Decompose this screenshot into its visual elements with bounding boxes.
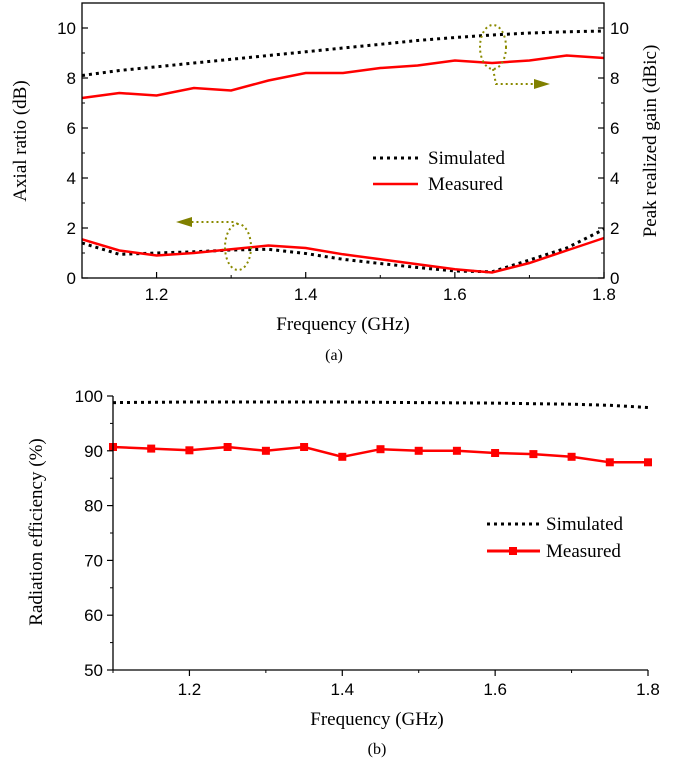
chart-a-plot-frame <box>81 2 605 279</box>
chart-a-left-y-axis-title: Axial ratio (dB) <box>10 80 31 201</box>
chart-a-x-tick-label: 1.6 <box>443 285 467 304</box>
chart-b-series-1-marker <box>605 458 614 467</box>
chart-b-tick-layer: 1.2 1.4 1.6 1.8 50 60 70 80 90 100 <box>75 387 660 699</box>
gain-axis-indicator-ellipse <box>479 24 507 70</box>
chart-a-x-tick-label: 1.4 <box>294 285 318 304</box>
chart-a-series-3-line <box>81 236 605 274</box>
chart-a-right-y-tick-label: 0 <box>610 269 619 288</box>
chart-b-series-1-marker <box>300 443 309 451</box>
chart-a-right-y-tick-label: 2 <box>610 219 619 238</box>
chart-a-left-y-tick-label: 10 <box>57 19 76 38</box>
chart-b-y-tick-label: 60 <box>84 606 103 625</box>
chart-a-x-tick-label: 1.8 <box>592 285 616 304</box>
chart-a-series-1-line <box>81 54 605 100</box>
ar-axis-indicator-arrow <box>192 221 239 225</box>
ar-axis-indicator-arrowhead <box>176 217 192 227</box>
gain-axis-indicator-arrow <box>492 68 536 85</box>
chart-a-series-0-line <box>81 29 605 77</box>
chart-b-series-1-marker <box>452 446 461 455</box>
chart-b-x-tick-label: 1.6 <box>483 680 507 699</box>
chart-b-legend: Simulated Measured <box>487 514 624 562</box>
chart-b-y-tick-label: 100 <box>75 387 103 406</box>
chart-b-y-axis-title: Radiation efficiency (%) <box>26 438 47 625</box>
chart-b-y-tick-label: 70 <box>84 551 103 570</box>
chart-b-caption: (b) <box>368 741 387 758</box>
chart-b-series-1-marker <box>644 458 652 467</box>
chart-a-legend-simulated-label: Simulated <box>428 148 506 169</box>
chart-a-left-y-tick-label: 4 <box>67 169 76 188</box>
chart-a-right-y-tick-label: 10 <box>610 19 629 38</box>
chart-a-left-y-tick-label: 6 <box>67 119 76 138</box>
chart-a-right-y-tick-label: 4 <box>610 169 619 188</box>
chart-b-series-0-line <box>112 400 649 409</box>
chart-b-legend-simulated-label: Simulated <box>546 514 624 535</box>
chart-a-caption: (a) <box>325 347 343 364</box>
chart-b-series-1-marker <box>147 444 156 453</box>
chart-a-series-layer <box>81 29 605 274</box>
chart-b-series-layer <box>109 400 652 467</box>
chart-a-annotations <box>176 24 550 271</box>
chart-b-series-1-marker <box>185 446 194 455</box>
chart-a-right-y-tick-label: 6 <box>610 119 619 138</box>
chart-a-right-y-axis-title: Peak realized gain (dBic) <box>640 45 661 238</box>
chart-a-x-axis-title: Frequency (GHz) <box>276 314 409 335</box>
chart-b-x-axis-title: Frequency (GHz) <box>310 709 443 730</box>
chart-a-left-y-tick-label: 2 <box>67 219 76 238</box>
chart-a-left-y-tick-label: 8 <box>67 69 76 88</box>
chart-a-left-y-tick-label: 0 <box>67 269 76 288</box>
chart-a-legend: Simulated Measured <box>373 148 506 195</box>
chart-a-right-y-tick-label: 8 <box>610 69 619 88</box>
chart-b-series-1-marker <box>529 450 538 459</box>
chart-b-y-tick-label: 50 <box>84 661 103 680</box>
chart-a-x-tick-label: 1.2 <box>145 285 169 304</box>
chart-b-series-1-marker <box>223 443 232 451</box>
chart-b-series-1-marker <box>567 452 576 461</box>
chart-b: 1.2 1.4 1.6 1.8 50 60 70 80 90 100 Simulated Meas… <box>26 387 660 758</box>
chart-b-series-1-marker <box>491 449 500 457</box>
chart-b-series-1-marker <box>338 452 347 461</box>
chart-b-y-tick-label: 90 <box>84 442 103 461</box>
chart-b-series-1-marker <box>414 446 423 455</box>
chart-b-x-tick-label: 1.4 <box>330 680 354 699</box>
chart-b-x-tick-label: 1.8 <box>636 680 660 699</box>
chart-b-legend-measured-label: Measured <box>546 541 621 562</box>
chart-b-y-tick-label: 80 <box>84 497 103 516</box>
chart-b-series-1-marker <box>376 445 385 454</box>
chart-b-x-tick-label: 1.2 <box>178 680 202 699</box>
chart-a-series-2-line <box>81 227 605 274</box>
gain-axis-indicator-arrowhead <box>534 79 550 89</box>
chart-b-series-1-marker <box>261 446 270 455</box>
chart-b-legend-measured-marker <box>509 547 517 555</box>
chart-a-legend-measured-label: Measured <box>428 174 503 195</box>
